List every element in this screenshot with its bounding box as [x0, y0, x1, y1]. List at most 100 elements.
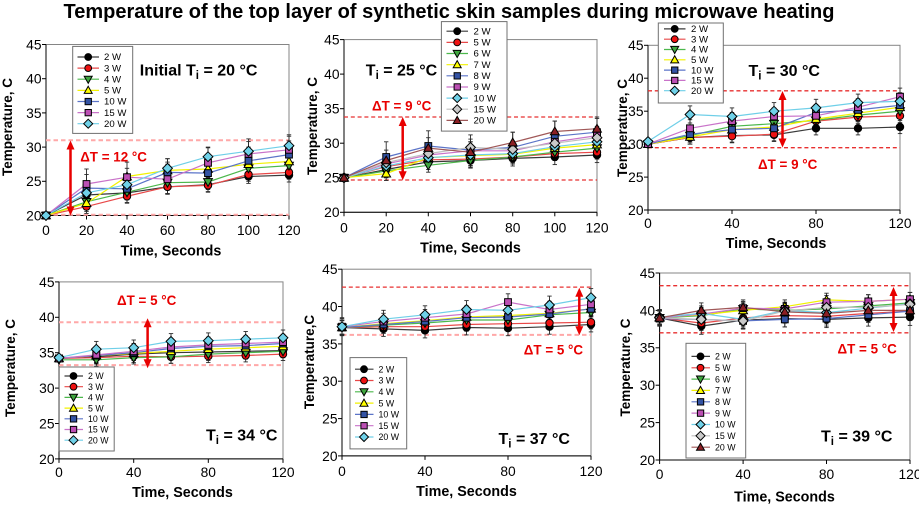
svg-text:40: 40: [628, 71, 644, 86]
svg-text:80: 80: [819, 467, 835, 482]
svg-text:Temperature, C: Temperature, C: [3, 319, 18, 417]
svg-text:Time, Seconds: Time, Seconds: [734, 490, 835, 506]
svg-text:5 W: 5 W: [88, 403, 104, 413]
svg-text:10 W: 10 W: [691, 65, 714, 76]
svg-text:Time, Seconds: Time, Seconds: [726, 236, 827, 252]
svg-text:6 W: 6 W: [715, 374, 731, 384]
svg-text:120: 120: [271, 465, 294, 480]
svg-text:Ti = 30 °C: Ti = 30 °C: [749, 63, 821, 83]
svg-text:0: 0: [42, 223, 50, 238]
svg-text:40: 40: [324, 67, 340, 82]
svg-text:4 W: 4 W: [88, 393, 104, 403]
svg-text:4 W: 4 W: [691, 45, 709, 56]
svg-text:20: 20: [324, 205, 340, 220]
svg-text:2 W: 2 W: [379, 364, 395, 374]
svg-text:5 W: 5 W: [474, 38, 492, 49]
svg-text:40: 40: [26, 72, 42, 87]
svg-text:Time, Seconds: Time, Seconds: [420, 241, 521, 257]
svg-text:0: 0: [644, 216, 652, 231]
svg-text:ΔT = 5 °C: ΔT = 5 °C: [838, 342, 898, 357]
svg-text:Ti = 34 °C: Ti = 34 °C: [206, 428, 278, 448]
svg-text:40: 40: [119, 223, 135, 238]
svg-text:30: 30: [324, 136, 340, 151]
svg-text:100: 100: [237, 223, 260, 238]
svg-text:10 W: 10 W: [474, 93, 497, 104]
svg-text:120: 120: [585, 221, 608, 236]
svg-text:0: 0: [340, 221, 348, 236]
svg-text:120: 120: [277, 223, 300, 238]
svg-text:ΔT = 5 °C: ΔT = 5 °C: [117, 293, 177, 308]
svg-text:10 W: 10 W: [379, 410, 400, 420]
svg-text:20: 20: [39, 452, 55, 467]
svg-text:35: 35: [324, 102, 340, 117]
svg-text:35: 35: [39, 346, 55, 361]
svg-text:80: 80: [201, 465, 217, 480]
svg-text:30: 30: [322, 374, 338, 389]
svg-text:40: 40: [39, 310, 55, 325]
svg-text:8 W: 8 W: [474, 71, 492, 82]
svg-text:20 W: 20 W: [104, 119, 127, 130]
svg-text:8 W: 8 W: [715, 397, 731, 407]
svg-text:20 W: 20 W: [691, 86, 714, 97]
svg-text:40: 40: [417, 464, 433, 479]
svg-text:ΔT = 12 °C: ΔT = 12 °C: [80, 150, 147, 165]
svg-text:35: 35: [640, 341, 656, 356]
svg-text:25: 25: [324, 171, 340, 186]
svg-text:25: 25: [322, 412, 338, 427]
svg-text:45: 45: [322, 262, 338, 277]
svg-text:30: 30: [39, 381, 55, 396]
svg-text:15 W: 15 W: [104, 108, 127, 119]
svg-text:25: 25: [26, 174, 42, 189]
svg-text:0: 0: [656, 467, 664, 482]
svg-text:15 W: 15 W: [474, 105, 497, 116]
svg-text:20: 20: [628, 203, 644, 218]
svg-text:80: 80: [505, 221, 521, 236]
svg-text:45: 45: [640, 266, 656, 281]
svg-text:45: 45: [26, 37, 42, 52]
svg-text:5 W: 5 W: [715, 363, 731, 373]
svg-text:35: 35: [628, 104, 644, 119]
svg-text:5 W: 5 W: [691, 55, 709, 66]
svg-text:120: 120: [898, 467, 919, 482]
svg-text:Temperature, C: Temperature, C: [615, 79, 630, 177]
svg-text:9 W: 9 W: [715, 408, 731, 418]
svg-text:2 W: 2 W: [88, 371, 104, 381]
svg-text:45: 45: [324, 33, 340, 48]
svg-text:6 W: 6 W: [474, 49, 492, 60]
svg-text:40: 40: [421, 221, 437, 236]
svg-text:2 W: 2 W: [691, 24, 709, 35]
svg-text:ΔT = 9 °C: ΔT = 9 °C: [372, 99, 432, 114]
svg-text:40: 40: [322, 299, 338, 314]
svg-text:10 W: 10 W: [104, 97, 127, 108]
svg-text:20: 20: [640, 453, 656, 468]
svg-text:35: 35: [322, 337, 338, 352]
svg-text:4 W: 4 W: [104, 74, 122, 85]
svg-text:Initial Ti = 20 °C: Initial Ti = 20 °C: [140, 63, 258, 83]
svg-text:120: 120: [579, 464, 602, 479]
svg-text:30: 30: [628, 137, 644, 152]
svg-text:80: 80: [808, 216, 824, 231]
svg-text:2 W: 2 W: [715, 352, 731, 362]
svg-text:20: 20: [322, 449, 338, 464]
svg-text:Temperature, C: Temperature, C: [305, 77, 320, 175]
svg-text:25: 25: [628, 170, 644, 185]
svg-text:Temperature,C: Temperature,C: [302, 315, 317, 410]
svg-text:Time, Seconds: Time, Seconds: [121, 244, 222, 260]
svg-text:4 W: 4 W: [379, 387, 395, 397]
svg-text:60: 60: [160, 223, 176, 238]
svg-text:60: 60: [463, 221, 479, 236]
svg-text:3 W: 3 W: [104, 63, 122, 74]
svg-text:40: 40: [724, 216, 740, 231]
svg-text:Temperature of the top layer o: Temperature of the top layer of syntheti…: [64, 1, 835, 23]
svg-text:Time, Seconds: Time, Seconds: [416, 484, 517, 500]
svg-text:25: 25: [39, 416, 55, 431]
svg-text:Ti = 39 °C: Ti = 39 °C: [821, 429, 893, 449]
svg-text:10 W: 10 W: [715, 420, 736, 430]
svg-text:30: 30: [640, 378, 656, 393]
svg-text:40: 40: [640, 303, 656, 318]
svg-text:15 W: 15 W: [379, 421, 400, 431]
svg-text:3 W: 3 W: [88, 382, 104, 392]
svg-text:10 W: 10 W: [88, 414, 109, 424]
svg-text:80: 80: [500, 464, 516, 479]
svg-text:45: 45: [39, 275, 55, 290]
